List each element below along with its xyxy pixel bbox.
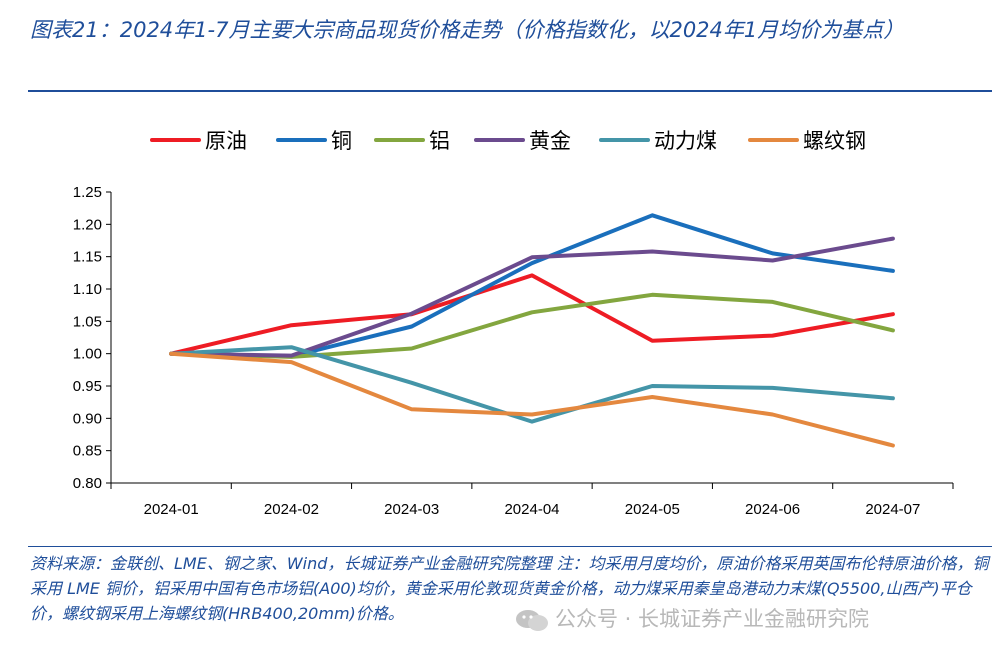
legend-label: 铝 bbox=[429, 129, 450, 153]
chart-axes: 0.80 0.85 0.90 0.95 1.00 1.05 1.10 1.15 1.20 1.25… bbox=[73, 184, 954, 518]
watermark: 公众号 · 长城证券产业金融研究院 bbox=[515, 603, 869, 633]
line-chart: 原油 铜 铝 黄金 动力煤 螺纹钢 0.80 0.85 0.90 0.95 1.00 1.05 1.1… bbox=[73, 129, 954, 518]
watermark-text: 公众号 · 长城证券产业金融研究院 bbox=[555, 607, 870, 631]
x-tick-label: 2024-03 bbox=[384, 501, 439, 518]
x-tick-label: 2024-01 bbox=[144, 501, 199, 518]
series-line bbox=[169, 351, 895, 448]
y-tick-label: 1.00 bbox=[73, 346, 102, 363]
source-note: 资料来源：金联创、LME、钢之家、Wind，长城证券产业金融研究院整理 注：均采… bbox=[30, 554, 989, 623]
source-divider bbox=[28, 546, 992, 547]
legend-label: 黄金 bbox=[529, 129, 571, 153]
series-line bbox=[169, 273, 895, 356]
x-tick-label: 2024-05 bbox=[625, 501, 680, 518]
legend-label: 铜 bbox=[331, 129, 352, 153]
x-tick-label: 2024-07 bbox=[865, 501, 920, 518]
figure-title: 图表21：2024年1-7月主要大宗商品现货价格走势（价格指数化，以2024年1… bbox=[30, 18, 905, 42]
x-tick-label: 2024-04 bbox=[504, 501, 559, 518]
legend-label: 原油 bbox=[205, 129, 247, 153]
chart-series bbox=[169, 213, 895, 448]
series-line bbox=[169, 345, 895, 424]
y-tick-label: 1.25 bbox=[73, 184, 102, 201]
y-tick-label: 1.15 bbox=[73, 249, 102, 266]
legend-label: 动力煤 bbox=[654, 129, 717, 153]
series-line bbox=[169, 236, 895, 358]
y-tick-label: 0.95 bbox=[73, 378, 102, 395]
y-tick-label: 1.05 bbox=[73, 313, 102, 330]
y-tick-label: 0.90 bbox=[73, 410, 102, 427]
legend-label: 螺纹钢 bbox=[803, 129, 866, 153]
wechat-icon bbox=[516, 610, 548, 631]
y-tick-label: 1.10 bbox=[73, 281, 102, 298]
y-tick-label: 1.20 bbox=[73, 216, 102, 233]
chart-legend: 原油 铜 铝 黄金 动力煤 螺纹钢 bbox=[150, 129, 866, 153]
x-tick-label: 2024-06 bbox=[745, 501, 800, 518]
x-tick-label: 2024-02 bbox=[264, 501, 319, 518]
y-tick-label: 0.85 bbox=[73, 443, 102, 460]
title-divider bbox=[28, 90, 992, 92]
y-tick-label: 0.80 bbox=[73, 475, 102, 492]
